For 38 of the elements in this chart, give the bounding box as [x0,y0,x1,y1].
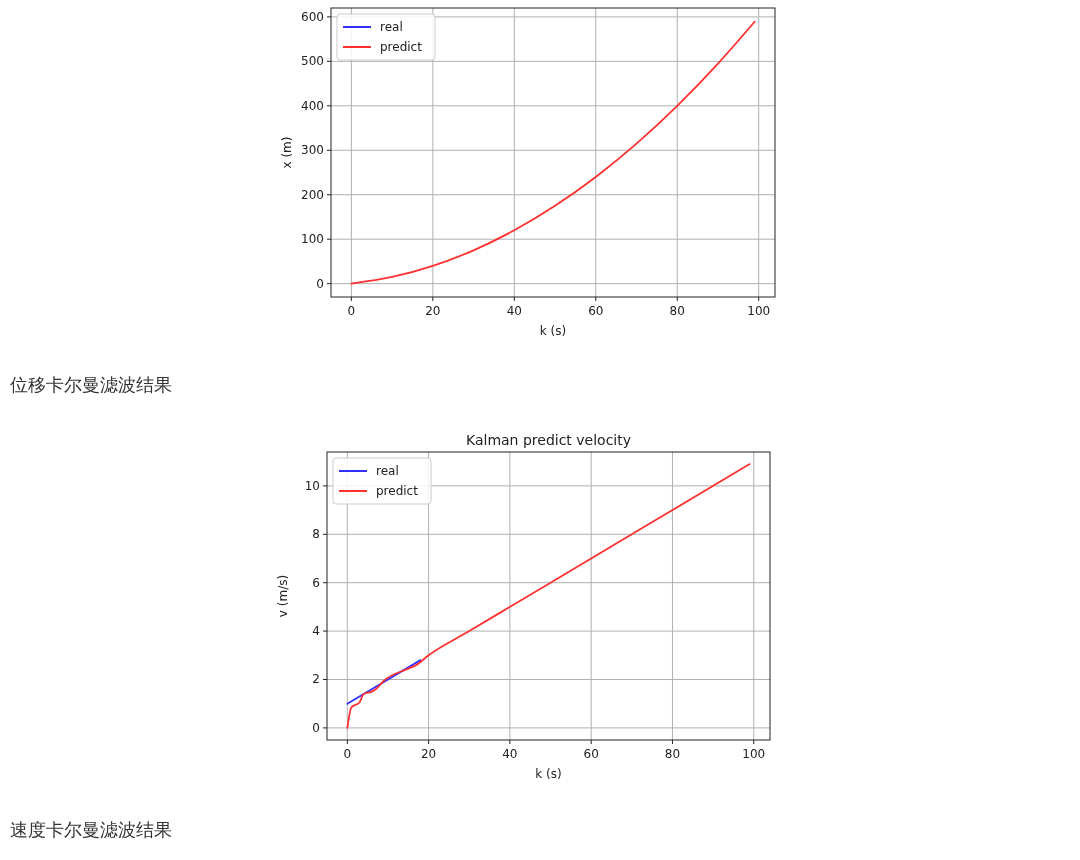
y-tick-label: 2 [312,672,320,687]
x-tick-label: 100 [747,304,771,318]
y-axis-title: v (m/s) [276,574,290,618]
x-tick-label: 0 [347,304,356,318]
legend-label: real [376,464,399,478]
y-axis-title: x (m) [280,136,294,169]
y-tick-label: 0 [312,720,320,735]
text: 位移卡尔曼滤波结果 [10,374,172,395]
legend-label: predict [380,40,423,54]
y-tick-label: 400 [301,98,324,113]
y-tick-label: 0 [316,276,324,291]
legend-label: predict [376,484,419,498]
x-tick-label: 100 [742,747,766,761]
y-tick-label: 100 [301,232,324,247]
x-tick-label: 60 [583,747,599,761]
x-tick-label: 80 [664,747,681,761]
x-tick-label: 0 [343,747,352,761]
x-axis-title: k (s) [535,767,562,781]
y-tick-label: 4 [312,624,320,639]
x-tick-label: 60 [588,304,604,318]
x-axis-title: k (s) [539,324,567,338]
y-tick-label: 200 [301,187,324,202]
y-tick-label: 8 [312,527,320,542]
y-tick-label: 300 [301,143,324,158]
line-series [350,20,756,285]
legend-label: real [380,20,403,34]
y-tick-label: 10 [304,478,320,493]
x-tick-label: 80 [669,304,685,318]
x-tick-label: 20 [420,747,437,761]
y-tick-label: 500 [301,54,324,69]
x-tick-label: 40 [506,304,522,318]
text: 速度卡尔曼滤波结果 [10,819,172,840]
line-series [346,463,751,729]
y-tick-label: 6 [312,575,320,590]
x-tick-label: 40 [502,747,518,761]
chart-title: Kalman predict velocity [465,432,632,448]
x-tick-label: 20 [425,304,441,318]
y-tick-label: 600 [301,9,324,24]
